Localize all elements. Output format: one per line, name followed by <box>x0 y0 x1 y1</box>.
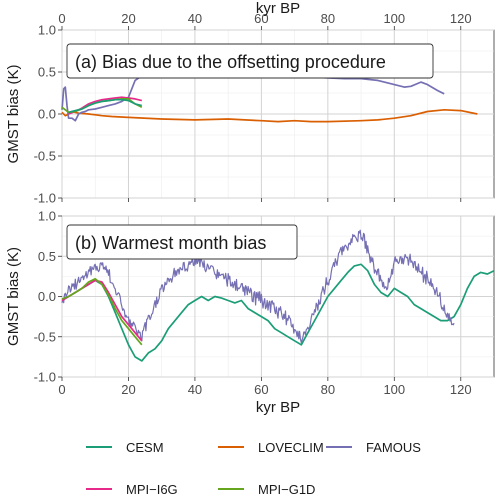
y-tick-label: 1.0 <box>38 23 56 38</box>
x-tick-label: 0 <box>58 382 65 397</box>
series-line-loveclim <box>61 108 478 123</box>
y-axis-title: GMST bias (K) <box>5 247 22 346</box>
legend: CESM LOVECLIM FAMOUS MPI−I6G MPI−G1D <box>86 440 421 497</box>
x-tick-label: 40 <box>188 382 202 397</box>
top-x-tick-label: 60 <box>254 11 268 26</box>
top-x-axis-title: kyr BP <box>256 0 300 17</box>
legend-label-2: FAMOUS <box>366 440 421 455</box>
y-axis-title: GMST bias (K) <box>5 65 22 164</box>
x-tick-label: 100 <box>383 382 405 397</box>
series-line-famous <box>61 229 455 344</box>
panel-a: (a) Bias due to the offsetting procedure… <box>5 0 495 206</box>
y-tick-label: -0.5 <box>34 329 56 344</box>
top-x-tick-label: 40 <box>188 11 202 26</box>
series-line-mpi-g1d <box>61 277 143 346</box>
panel-b-label-box <box>66 224 298 260</box>
top-x-tick-label: 20 <box>121 11 135 26</box>
x-tick-label: 80 <box>321 382 335 397</box>
legend-label-1: LOVECLIM <box>258 440 324 455</box>
y-tick-label: 1.0 <box>38 209 56 224</box>
top-x-tick-label: 80 <box>321 11 335 26</box>
y-tick-label: -1.0 <box>34 191 56 206</box>
legend-label-4: MPI−G1D <box>258 482 315 497</box>
panel-b: (b) Warmest month bias -1.0 -0.5 0.0 0.5 1.0 0… <box>5 209 495 416</box>
top-x-tick-label: 120 <box>450 11 472 26</box>
y-tick-label: -0.5 <box>34 149 56 164</box>
x-tick-label: 120 <box>450 382 472 397</box>
y-tick-label: -1.0 <box>34 370 56 385</box>
legend-label-0: CESM <box>126 440 164 455</box>
panel-a-title: (a) Bias due to the offsetting procedure <box>75 52 386 72</box>
x-tick-label: 20 <box>121 382 135 397</box>
y-tick-label: 0.0 <box>38 107 56 122</box>
y-tick-label: 0.0 <box>38 289 56 304</box>
x-tick-label: 60 <box>254 382 268 397</box>
legend-label-3: MPI−I6G <box>126 482 178 497</box>
y-tick-label: 0.5 <box>38 65 56 80</box>
top-x-tick-label: 100 <box>383 11 405 26</box>
panel-b-title: (b) Warmest month bias <box>75 233 266 253</box>
series-line-cesm <box>68 98 143 114</box>
top-x-tick-label: 0 <box>58 11 65 26</box>
x-axis-title: kyr BP <box>256 399 300 416</box>
panel-a-label-box <box>66 43 434 79</box>
series-line-cesm <box>61 263 495 362</box>
y-tick-label: 0.5 <box>38 249 56 264</box>
